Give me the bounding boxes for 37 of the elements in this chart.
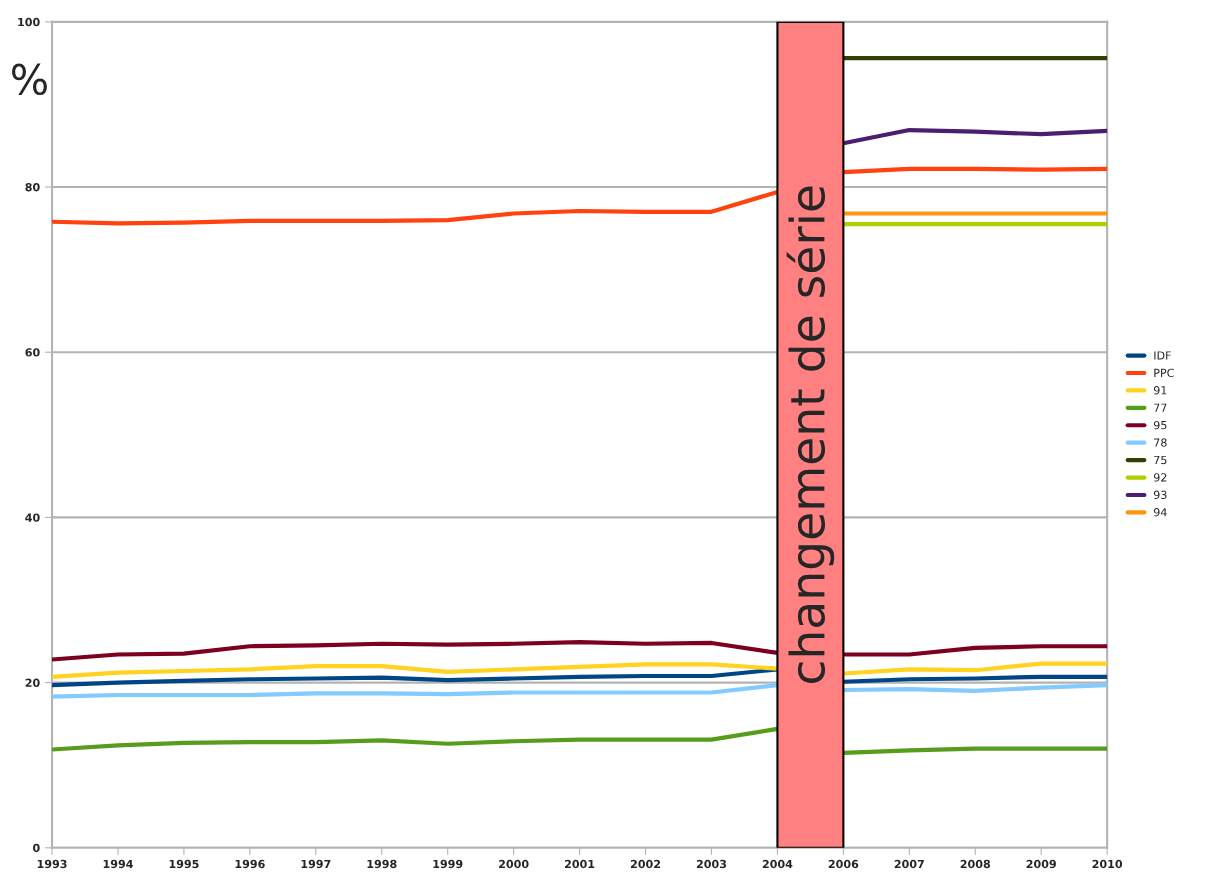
- legend-label: 77: [1154, 403, 1167, 412]
- x-tick-label: 2010: [1092, 859, 1123, 869]
- x-tick-label: 2008: [960, 859, 991, 869]
- x-tick-label: 2000: [499, 859, 529, 869]
- y-tick-label: 20: [25, 678, 40, 687]
- x-tick-label: 1996: [235, 859, 265, 869]
- legend-label: PPC: [1154, 368, 1174, 378]
- legend-label: IDF: [1154, 351, 1171, 360]
- line-series: [841, 127, 1108, 146]
- x-tick-label: 2009: [1026, 859, 1056, 869]
- y-tick-label: 80: [25, 183, 40, 192]
- legend-label: 75: [1154, 455, 1167, 465]
- x-tick-label: 2002: [630, 859, 661, 869]
- x-tick-label: 1993: [37, 859, 67, 869]
- band-label: changement de série: [786, 186, 835, 683]
- x-tick-label: 2007: [894, 859, 924, 869]
- x-tick-label: 1997: [301, 859, 331, 869]
- legend-label: 78: [1154, 438, 1167, 447]
- y-tick-label: 60: [25, 348, 40, 357]
- legend-label: 91: [1153, 386, 1167, 395]
- legend-label: 93: [1153, 490, 1167, 500]
- x-tick-label: 1998: [367, 859, 397, 869]
- x-tick-label: 2004: [762, 859, 793, 869]
- x-tick-label: 2006: [828, 859, 859, 869]
- legend-label: 95: [1153, 420, 1167, 430]
- y-tick-label: 40: [25, 513, 40, 522]
- legend-label: 94: [1153, 508, 1167, 517]
- y-axis-title: %: [11, 63, 47, 96]
- y-tick-label: 0: [33, 843, 40, 853]
- x-tick-label: 2003: [696, 859, 727, 869]
- y-tick-label: 100: [18, 17, 40, 27]
- x-tick-label: 1994: [103, 859, 133, 869]
- x-tick-label: 1999: [433, 859, 463, 869]
- line-series: [52, 726, 1108, 755]
- x-tick-label: 1995: [169, 859, 199, 869]
- legend-label: 92: [1153, 473, 1167, 482]
- x-tick-label: 2001: [565, 859, 595, 869]
